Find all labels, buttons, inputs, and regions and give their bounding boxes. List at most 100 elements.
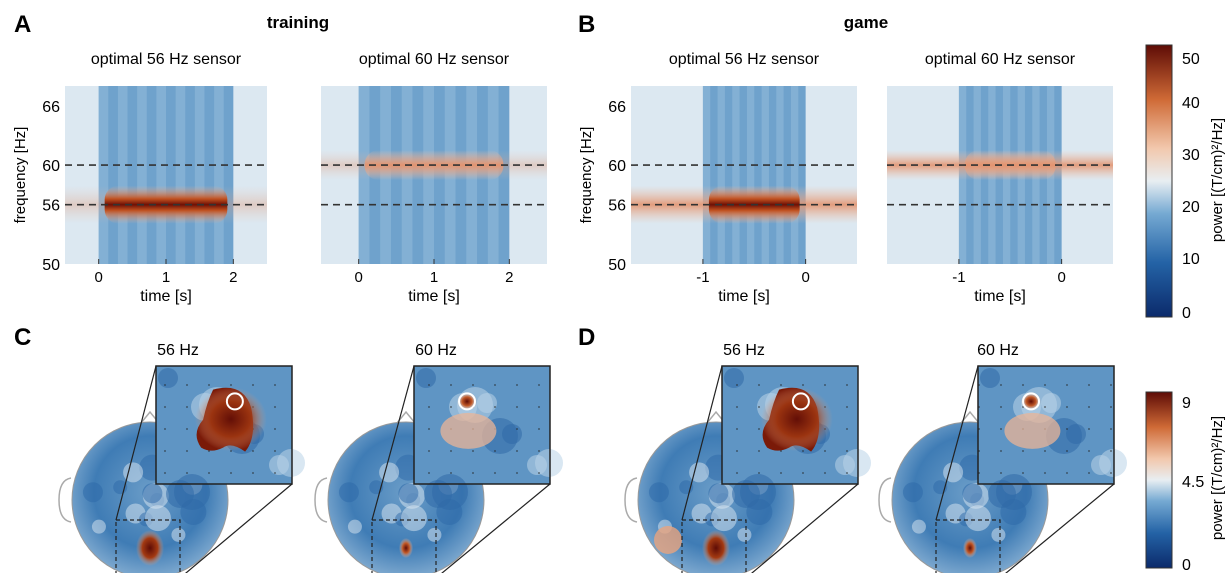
head-hotspot — [399, 538, 413, 558]
colorbar-top-label: power [(T/cm)²/Hz] — [1209, 118, 1226, 242]
colorbar-bottom-gradient — [1145, 391, 1173, 569]
colorbar-top-tick: 10 — [1182, 251, 1200, 268]
zoom-connector — [115, 365, 157, 521]
topo-frequency-label: 56 Hz — [723, 342, 765, 359]
colorbar-top-tick: 20 — [1182, 199, 1200, 216]
heatmap-active-window — [98, 86, 234, 264]
heatmap-xlabel: time [s] — [974, 288, 1026, 305]
heatmap-texture — [214, 86, 224, 264]
topography: 56 Hz — [58, 342, 305, 578]
colorbar-bottom-tick: 4.5 — [1182, 474, 1204, 491]
heatmap-ytick-label: 60 — [608, 158, 626, 175]
head-texture — [648, 482, 669, 503]
heatmap-texture — [137, 86, 147, 264]
head-texture — [338, 482, 359, 503]
topography: 60 Hz — [314, 342, 563, 578]
section-title-training: training — [267, 13, 329, 32]
head-texture — [708, 483, 729, 504]
topo-frequency-label: 60 Hz — [415, 342, 457, 359]
heatmap-xtick-label: 0 — [1057, 269, 1065, 286]
colorbar-bottom-tick: 9 — [1182, 395, 1191, 412]
heatmap-ytick-label: 50 — [608, 257, 626, 274]
zoom-inset-hotspot — [194, 387, 267, 452]
head-texture — [82, 482, 103, 503]
zoom-inset-hotspot — [457, 392, 478, 411]
topo-frequency-label: 56 Hz — [157, 342, 199, 359]
heatmap-panel: optimal 60 Hz sensor 0 1 2 time [s] — [321, 51, 547, 305]
heatmap-title: optimal 60 Hz sensor — [359, 51, 510, 68]
head-texture — [911, 519, 926, 534]
head-texture — [943, 462, 964, 483]
topography: 60 Hz — [878, 342, 1127, 578]
heatmap-title: optimal 56 Hz sensor — [91, 51, 242, 68]
heatmap-texture — [194, 86, 205, 264]
zoom-connector — [745, 483, 859, 578]
heatmap-texture — [717, 86, 725, 264]
head-hotspot — [963, 538, 977, 558]
head-ear — [314, 477, 328, 523]
panel-letter-b: B — [578, 11, 595, 38]
heatmap-panel: optimal 60 Hz sensor -1 0 time [s] — [887, 51, 1113, 305]
colorbar-bottom-label: power [(T/cm)²/Hz] — [1209, 416, 1226, 540]
head-texture — [689, 462, 710, 483]
colorbar-top-tick: 50 — [1182, 51, 1200, 68]
head-texture — [144, 505, 171, 532]
heatmap-ytick-label: 56 — [608, 198, 626, 215]
topography: 56 Hz — [624, 342, 871, 578]
zoom-inset-hotspot — [1004, 412, 1061, 449]
panel-letter-d: D — [578, 324, 595, 351]
head-texture — [398, 483, 419, 504]
optimal-sensor-marker — [225, 392, 244, 411]
heatmap-texture — [175, 86, 186, 264]
head-texture — [427, 527, 442, 542]
heatmap-title: optimal 60 Hz sensor — [925, 51, 1076, 68]
heatmap-texture — [746, 86, 755, 264]
colorbar-top-gradient — [1145, 44, 1173, 318]
roi-box — [115, 519, 181, 578]
head-texture — [654, 526, 682, 554]
zoom-connector — [999, 483, 1115, 578]
heatmap-ytick-label: 56 — [42, 198, 60, 215]
head-hotspot — [702, 530, 730, 566]
colorbar-bottom: 9 4.5 0 power [(T/cm)²/Hz] — [1145, 391, 1226, 574]
zoom-inset-hotspot — [1021, 392, 1042, 411]
head-texture — [400, 505, 427, 532]
head-texture — [902, 482, 923, 503]
heatmap-active-window — [702, 86, 806, 264]
heatmap-xtick-label: -1 — [952, 269, 965, 286]
heatmap-xtick-label: -1 — [696, 269, 709, 286]
heatmap-xlabel: time [s] — [140, 288, 192, 305]
heatmap-texture — [776, 86, 784, 264]
heatmap-texture — [702, 86, 711, 264]
heatmap-texture — [761, 86, 769, 264]
heatmap-ylabel: frequency [Hz] — [12, 127, 29, 224]
colorbar-bottom-tick: 0 — [1182, 557, 1191, 573]
heatmap-xtick-label: 0 — [801, 269, 809, 286]
head-texture — [171, 527, 186, 542]
heatmap-panel: optimal 56 Hz sensor -1 0 time [s] 50 56 60 66 f… — [578, 51, 857, 305]
heatmap-texture — [732, 86, 740, 264]
heatmap-texture — [117, 86, 128, 264]
heatmap-xtick-label: 0 — [354, 269, 362, 286]
heatmap-ytick-label: 60 — [42, 158, 60, 175]
head-texture — [964, 505, 991, 532]
roi-box — [935, 519, 1001, 578]
head-hotspot — [136, 530, 164, 566]
heatmap-ytick-label: 66 — [608, 99, 626, 116]
head-texture — [91, 519, 106, 534]
heatmap-texture — [156, 86, 166, 264]
colorbar-top: 50 40 30 20 10 0 power [(T/cm)²/Hz] — [1145, 44, 1226, 322]
roi-box — [681, 519, 747, 578]
head-texture — [962, 483, 983, 504]
zoom-inset-frame — [721, 365, 859, 485]
zoom-inset-hotspot — [760, 387, 833, 452]
heatmap-xtick-label: 1 — [430, 269, 438, 286]
head-texture — [379, 462, 400, 483]
heatmap-xlabel: time [s] — [718, 288, 770, 305]
section-title-game: game — [844, 13, 888, 32]
heatmap-texture — [98, 86, 109, 264]
head-texture — [347, 519, 362, 534]
zoom-inset-hotspot — [440, 412, 497, 449]
